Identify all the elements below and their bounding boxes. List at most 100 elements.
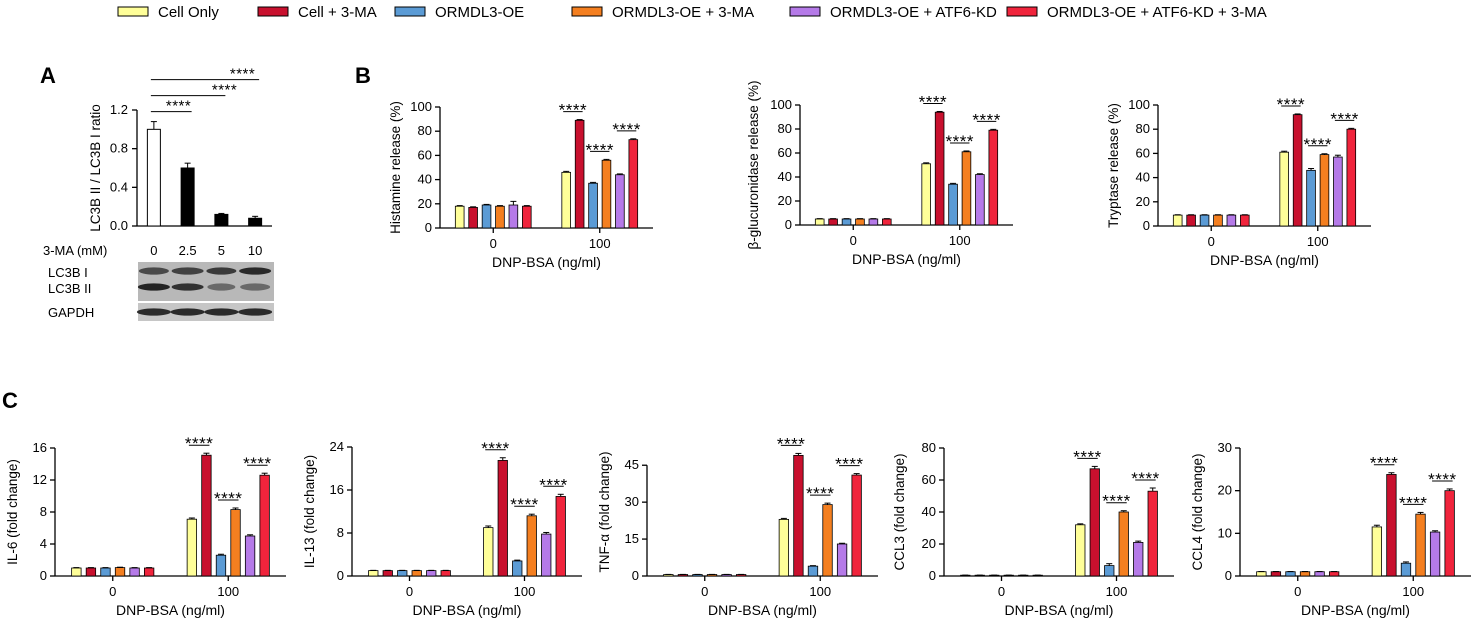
y-tick-label: 20 [418,196,432,211]
bar [615,174,625,229]
bar [1415,513,1426,577]
x-tick-label: 0 [1294,584,1301,599]
legend-swatch [789,6,821,17]
bar [1346,128,1357,227]
bar [71,567,82,577]
significance-label: **** [972,110,1000,129]
bar [426,570,437,577]
y-tick-label: 0 [1143,218,1150,233]
bar [248,217,263,227]
y-tick-label: 100 [1128,97,1150,112]
bar [1226,214,1237,227]
y-tick-label: 0 [425,220,432,235]
x-tick-label: 0 [998,584,1005,599]
x-tick-label: 100 [217,584,239,599]
bar [143,567,155,577]
significance-label: **** [1370,454,1398,473]
x-axis-label: DNP-BSA (ng/ml) [1210,252,1319,268]
bar [129,567,140,577]
significance-label: **** [230,66,255,83]
y-tick-label: 30 [625,494,639,509]
significance-label: **** [1304,135,1332,154]
x-tick-label: 100 [589,236,611,251]
bar [1299,571,1311,577]
blot-band [207,283,236,291]
x-axis-label: DNP-BSA (ng/ml) [1301,602,1410,618]
y-tick-label: 40 [418,172,432,187]
bar [1319,154,1330,227]
blot-band [239,267,272,275]
y-tick-label: 100 [410,99,432,114]
significance-label: **** [214,489,242,508]
y-tick-label: 0 [40,568,47,583]
significance-label: **** [1131,469,1159,488]
significance-label: **** [777,434,805,453]
panel-label-c: C [2,388,18,413]
bar [114,567,126,577]
bar [244,535,256,577]
x-tick-label: 0 [1208,234,1215,249]
legend: Cell Only Cell + 3-MA ORMDL3-OE ORMDL3-OE +… [117,4,1267,21]
blot-band [206,267,237,275]
blot-lane-label: 5 [218,243,225,258]
significance-label: **** [212,82,237,99]
bar [483,527,494,577]
chart-a: 0.00.40.81.2 ************LC3B II / LC3B I… [88,66,272,233]
blot-band [204,308,239,316]
y-axis-label: CCL3 (fold change) [892,453,907,570]
bar [1240,214,1250,227]
legend-swatch [117,6,149,17]
bar [1186,214,1196,227]
legend-label: ORMDL3-OE + ATF6-KD + 3-MA [1047,4,1267,21]
y-tick-label: 30 [1218,440,1232,455]
bar [841,218,852,226]
blot-band-label: LC3B II [48,281,91,296]
bar [259,474,270,577]
significance-label: **** [1428,470,1456,489]
y-tick-label: 8 [40,504,47,519]
bar [555,496,566,577]
blot-band [137,283,170,291]
y-tick-label: 15 [625,531,639,546]
bar [186,518,198,577]
x-tick-label: 0 [490,236,497,251]
y-axis-label: Histamine release (%) [388,101,403,234]
bar [541,533,552,577]
y-tick-label: 0.8 [110,141,128,156]
y-tick-label: 0 [785,217,792,232]
panel-label-a: A [40,63,56,88]
bar [807,565,819,577]
bar [882,218,892,226]
significance-label: **** [1073,447,1101,466]
bar [1279,151,1289,227]
significance-label: **** [1102,492,1130,511]
significance-label: **** [1399,493,1427,512]
bar [961,151,972,226]
y-tick-label: 60 [418,147,432,162]
y-tick-label: 60 [1136,145,1150,160]
bar [948,183,958,226]
bar [411,570,422,577]
significance-label: **** [946,132,974,151]
bar [934,111,945,226]
blot-band [136,308,171,316]
y-tick-label: 60 [778,145,792,160]
legend-label: Cell Only [158,4,219,21]
significance-label: **** [1330,109,1358,128]
bar [146,128,161,227]
significance-label: **** [586,140,614,159]
bar [851,474,862,577]
blot-band [238,308,273,316]
x-tick-label: 100 [514,584,536,599]
bar [1333,156,1343,227]
y-tick-label: 1.2 [110,102,128,117]
legend-label: ORMDL3-OE + 3-MA [612,4,754,21]
bar [1256,571,1267,577]
y-axis-label: Tryptase release (%) [1106,103,1121,228]
y-axis-label: CCL4 (fold change) [1190,453,1205,570]
y-tick-label: 16 [33,440,47,455]
y-tick-label: 100 [770,97,792,112]
blot-row-label: 3-MA (mM) [43,243,107,258]
